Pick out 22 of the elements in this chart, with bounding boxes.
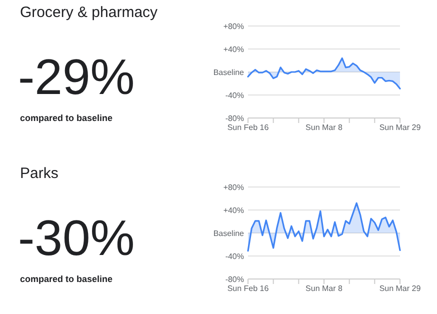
y-tick-label: +80%: [223, 183, 244, 192]
y-tick-label: +40%: [223, 206, 244, 215]
y-tick-label: +80%: [223, 22, 244, 31]
y-tick-label: -40%: [225, 91, 244, 100]
text: Parks: [20, 165, 58, 182]
y-tick-label: -80%: [225, 275, 244, 284]
text: compared to baseline: [20, 113, 113, 123]
text: -29%: [18, 49, 135, 105]
x-tick-label: Sun Feb 16: [227, 284, 270, 293]
x-tick-label: Sun Mar 29: [379, 284, 422, 293]
text: Grocery & pharmacy: [20, 4, 158, 21]
text: compared to baseline: [20, 274, 113, 284]
x-tick-label: Sun Mar 29: [379, 123, 422, 132]
y-tick-label: -40%: [225, 252, 244, 261]
y-tick-label: +40%: [223, 45, 244, 54]
x-tick-label: Sun Mar 8: [306, 284, 344, 293]
y-tick-label: Baseline: [213, 229, 245, 238]
x-tick-label: Sun Feb 16: [227, 123, 270, 132]
text: -30%: [18, 210, 135, 266]
y-tick-label: Baseline: [213, 68, 245, 77]
y-tick-label: -80%: [225, 114, 244, 123]
x-tick-label: Sun Mar 8: [306, 123, 344, 132]
